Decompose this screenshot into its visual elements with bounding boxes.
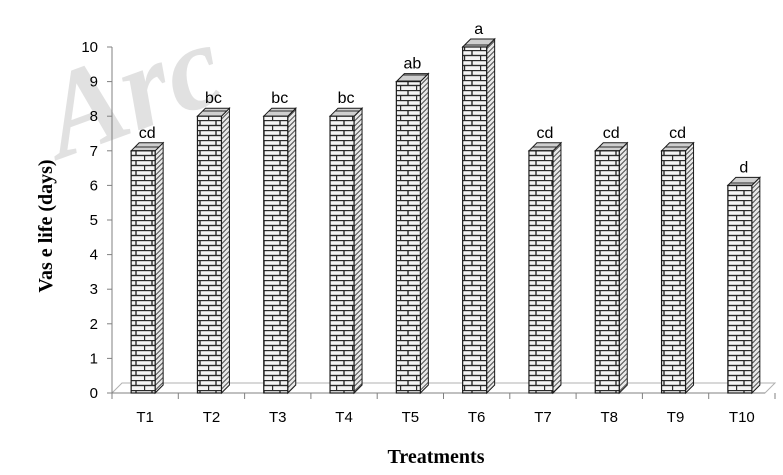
- data-label: bc: [205, 90, 222, 107]
- y-tick-label: 5: [90, 212, 98, 229]
- y-tick-label: 3: [90, 281, 98, 298]
- bar-front-face: [462, 46, 488, 394]
- bar-side-face: [486, 37, 496, 395]
- bar-side-face: [154, 141, 164, 395]
- bar-front-face: [727, 184, 753, 394]
- x-tick-label: T7: [534, 409, 552, 426]
- y-tick-label: 0: [90, 385, 98, 402]
- bar-side-face: [220, 106, 230, 395]
- data-label: d: [739, 159, 748, 176]
- bar-front-face: [594, 150, 620, 394]
- bar-front-face: [329, 115, 355, 394]
- data-label: bc: [271, 90, 288, 107]
- axes: 0 1 2 3 4 5 6 7 8 9 10 T1 T2 T3 T4 T5 T6 T7 T8 T9 T10: [81, 39, 776, 426]
- bar-T9: [660, 141, 695, 395]
- bar-side-face: [618, 141, 628, 395]
- bar-front-face: [130, 150, 156, 394]
- x-axis-title: Treatments: [387, 446, 484, 468]
- data-label: cd: [536, 125, 553, 142]
- y-tick-label: 9: [90, 74, 98, 91]
- x-tick-label: T3: [269, 409, 287, 426]
- data-label: a: [474, 21, 483, 38]
- bar-T6: [461, 37, 496, 395]
- y-tick-label: 10: [81, 39, 98, 56]
- bars: [129, 37, 762, 395]
- bar-T4: [328, 106, 364, 395]
- y-tick-label: 4: [90, 247, 98, 264]
- bar-side-face: [685, 141, 695, 395]
- y-tick-label: 2: [90, 316, 98, 333]
- bar-front-face: [196, 115, 223, 394]
- bar-side-face: [419, 72, 429, 395]
- bar-T5: [395, 72, 430, 395]
- x-tick-label: T8: [600, 409, 618, 426]
- data-label: bc: [338, 90, 355, 107]
- bar-side-face: [751, 176, 761, 395]
- data-label: cd: [603, 125, 620, 142]
- bar-T2: [196, 106, 231, 395]
- x-tick-label: T6: [468, 409, 486, 426]
- x-tick-label: T4: [335, 409, 353, 426]
- bar-front-face: [395, 80, 421, 394]
- bar-T7: [527, 141, 563, 395]
- bar-T10: [726, 176, 762, 395]
- x-tick-label: T1: [136, 409, 154, 426]
- y-tick-label: 1: [90, 350, 98, 367]
- bar-T3: [262, 106, 297, 395]
- bar-front-face: [528, 150, 554, 394]
- bar-T8: [594, 141, 629, 395]
- y-axis-title: Vas e life (days): [35, 159, 57, 292]
- bar-front-face: [263, 115, 289, 394]
- bar-side-face: [353, 106, 363, 395]
- y-tick-label: 6: [90, 177, 98, 194]
- bar-side-face: [287, 106, 297, 395]
- y-tick-label: 7: [90, 143, 98, 160]
- data-label: cd: [139, 125, 156, 142]
- x-tick-label: T10: [729, 409, 755, 426]
- data-labels: cd bc bc bc ab a cd cd cd d: [139, 21, 749, 176]
- bar-front-face: [660, 150, 687, 394]
- x-tick-label: T5: [402, 409, 420, 426]
- data-label: cd: [669, 125, 686, 142]
- y-tick-label: 8: [90, 108, 98, 125]
- x-tick-label: T2: [203, 409, 221, 426]
- bar-side-face: [552, 141, 562, 395]
- x-tick-label: T9: [667, 409, 685, 426]
- bar-T1: [129, 141, 165, 395]
- data-label: ab: [403, 56, 421, 73]
